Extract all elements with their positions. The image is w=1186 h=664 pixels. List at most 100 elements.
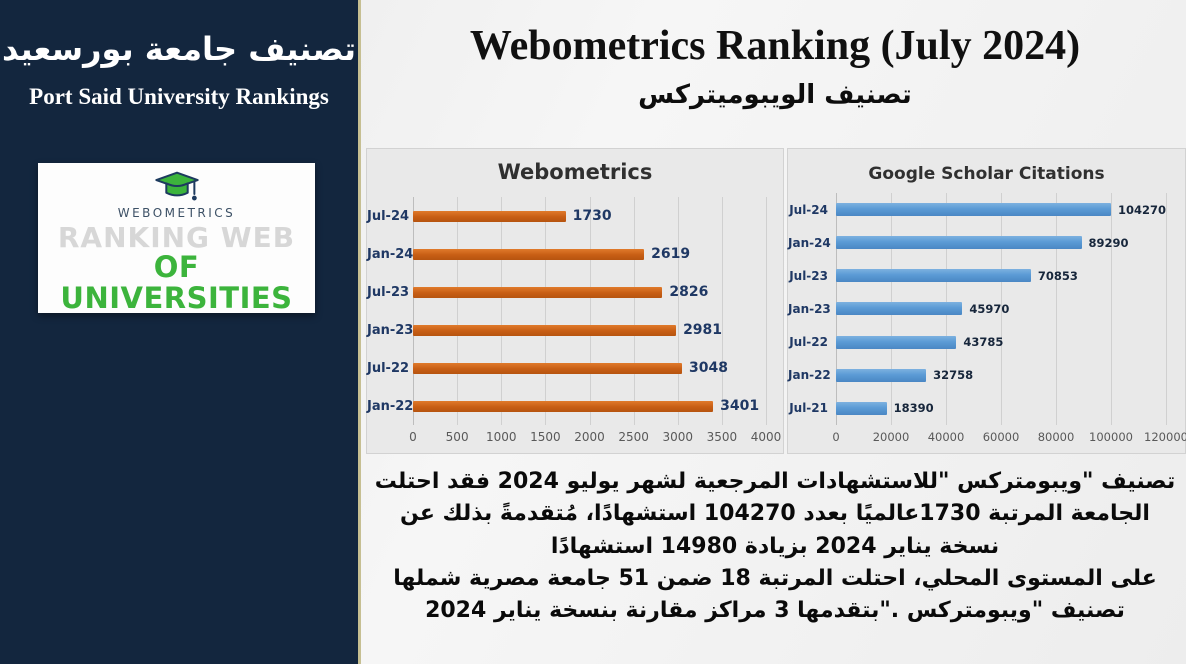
- data-bar: [836, 203, 1111, 217]
- logo-brand-text: WEBOMETRICS: [117, 205, 236, 220]
- x-tick-label: 100000: [1089, 430, 1133, 444]
- x-tick-label: 4000: [750, 430, 782, 444]
- x-axis-ticks: 0 20000 40000 60000 80000 100000 120000: [832, 430, 1186, 446]
- data-bar: [413, 362, 682, 374]
- data-label: 43785: [963, 335, 1004, 350]
- summary-line: الجامعة المرتبة 1730عالميًا بعدد 104270 …: [400, 501, 1150, 527]
- data-bar: [836, 302, 963, 316]
- summary-line: تصنيف "ويبومتركس ."بتقدمها 3 مراكز مقارن…: [425, 598, 1125, 624]
- summary-line: نسخة يناير 2024 بزيادة 14980 استشهادًا: [550, 533, 1000, 559]
- category-label: Jan-23: [367, 322, 414, 338]
- category-label: Jul-21: [789, 401, 828, 416]
- category-label: Jul-22: [367, 360, 410, 376]
- chart-row-jul-22: Jul-22 3048: [367, 349, 783, 387]
- data-label: 32758: [933, 368, 974, 383]
- category-label: Jan-22: [367, 398, 414, 414]
- x-tick-label: 20000: [872, 430, 910, 444]
- category-label: Jan-24: [367, 246, 414, 262]
- bar-track: 3401: [413, 398, 766, 414]
- bar-track: 1730: [413, 208, 766, 224]
- main-content: Webometrics Ranking (July 2024) تصنيف ال…: [364, 0, 1186, 664]
- data-bar: [413, 210, 566, 222]
- data-label: 104270: [1117, 202, 1166, 217]
- bar-track: 104270: [836, 203, 1166, 217]
- bar-track: 32758: [836, 368, 1166, 382]
- gridline: [677, 197, 679, 425]
- chart-row-jan-22: Jan-22 32758: [788, 359, 1185, 392]
- webometrics-rank-chart: Webometrics Jul-24 1730 Jan-24 2619 Jul-23 28…: [366, 148, 784, 454]
- logo-of-universities-text: OF UNIVERSITIES: [60, 250, 293, 315]
- gridline: [501, 197, 503, 425]
- data-bar: [413, 324, 677, 336]
- chart-row-jul-23: Jul-23 70853: [788, 259, 1185, 292]
- data-label: 45970: [969, 301, 1010, 316]
- bar-track: 2619: [413, 246, 766, 262]
- data-bar: [413, 248, 645, 260]
- chart-row-jul-22: Jul-22 43785: [788, 326, 1185, 359]
- category-label: Jul-24: [789, 202, 828, 217]
- bar-track: 70853: [836, 269, 1166, 283]
- gridline: [589, 197, 591, 425]
- data-bar: [836, 368, 927, 382]
- gridline: [766, 197, 767, 425]
- x-tick-label: 0: [409, 430, 417, 444]
- webometrics-logo: WEBOMETRICS RANKING WEB OF UNIVERSITIES: [38, 163, 315, 313]
- category-label: Jul-24: [367, 208, 410, 224]
- x-tick-label: 0: [832, 430, 840, 444]
- x-tick-label: 2500: [618, 430, 649, 444]
- gridline: [721, 197, 723, 425]
- gridline: [633, 197, 635, 425]
- chart-row-jul-24: Jul-24 1730: [367, 197, 783, 235]
- category-label: Jul-22: [789, 335, 828, 350]
- chart-title: Webometrics: [497, 160, 653, 184]
- plot-area: Jul-24 1730 Jan-24 2619 Jul-23 2826 Jan-23 2981…: [367, 197, 783, 425]
- summary-line: على المستوى المحلي، احتلت المرتبة 18 ضمن…: [393, 565, 1157, 591]
- data-label: 3048: [688, 360, 728, 376]
- gridline: [457, 197, 459, 425]
- data-label: 2981: [683, 322, 723, 338]
- bar-track: 2826: [413, 284, 766, 300]
- bar-track: 89290: [836, 236, 1166, 250]
- x-tick-label: 3000: [662, 430, 694, 444]
- data-bar: [836, 236, 1082, 250]
- gridline: [545, 197, 547, 425]
- chart-row-jan-24: Jan-24 89290: [788, 226, 1185, 259]
- category-label: Jan-24: [788, 235, 831, 250]
- data-label: 70853: [1037, 268, 1078, 283]
- data-label: 89290: [1088, 235, 1129, 250]
- data-label: 1730: [572, 208, 612, 224]
- x-axis-ticks: 0 500 1000 1500 2000 2500 3000 3500 4000: [409, 430, 781, 446]
- gridline: [1166, 193, 1167, 425]
- bar-track: 18390: [836, 401, 1166, 415]
- gridline: [1001, 193, 1002, 425]
- page-title: Webometrics Ranking (July 2024): [469, 23, 1081, 69]
- gridline: [413, 197, 414, 425]
- gridline: [1056, 193, 1057, 425]
- x-tick-label: 120000: [1144, 430, 1186, 444]
- page-subtitle-arabic: تصنيف الويبوميتركس: [638, 80, 912, 110]
- category-label: Jul-23: [789, 268, 828, 283]
- summary-text-arabic: تصنيف "ويبومتركس "للاستشهادات المرجعية ل…: [370, 466, 1180, 628]
- x-tick-label: 3500: [706, 430, 738, 444]
- x-tick-label: 80000: [1037, 430, 1075, 444]
- bar-track: 43785: [836, 335, 1166, 349]
- chart-row-jul-21: Jul-21 18390: [788, 392, 1185, 425]
- x-tick-label: 40000: [927, 430, 965, 444]
- category-label: Jan-23: [788, 301, 831, 316]
- google-scholar-citations-chart: Google Scholar Citations Jul-24 104270 Jan…: [787, 148, 1186, 454]
- data-bar: [413, 286, 663, 298]
- sidebar-title-arabic: تصنيف جامعة بورسعيد: [2, 30, 356, 68]
- data-bar: [836, 401, 887, 415]
- bar-track: 3048: [413, 360, 766, 376]
- data-bar: [413, 400, 714, 412]
- chart-row-jan-23: Jan-23 45970: [788, 292, 1185, 325]
- data-label: 2826: [669, 284, 709, 300]
- x-tick-label: 500: [445, 430, 469, 444]
- category-label: Jan-22: [788, 368, 831, 383]
- chart-row-jan-22: Jan-22 3401: [367, 387, 783, 425]
- chart-title: Google Scholar Citations: [868, 164, 1105, 184]
- bar-track: 2981: [413, 322, 766, 338]
- data-label: 18390: [893, 401, 934, 416]
- charts-row: Webometrics Jul-24 1730 Jan-24 2619 Jul-23 28…: [366, 148, 1186, 454]
